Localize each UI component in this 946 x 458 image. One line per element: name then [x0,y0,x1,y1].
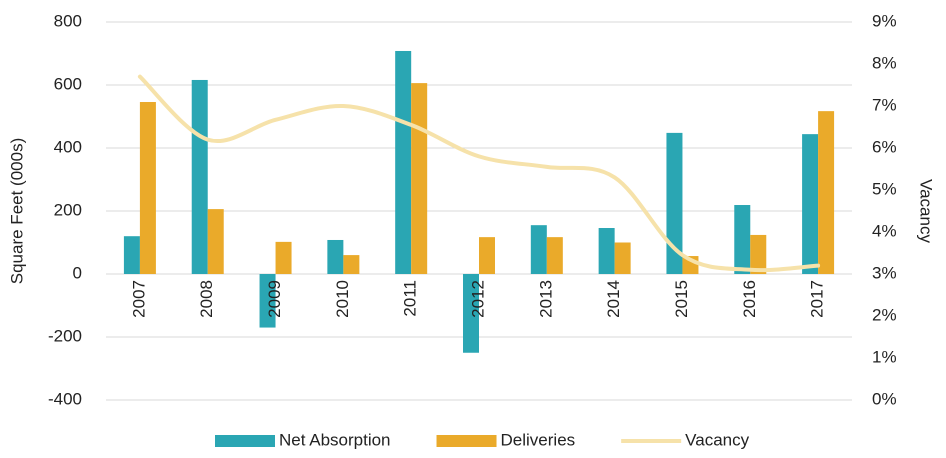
bar [802,134,819,274]
y2-tick-label: 5% [872,179,897,198]
y2-tick-label: 6% [872,137,897,156]
line [137,74,821,273]
bar [207,209,224,274]
y2-tick-label: 0% [872,389,897,408]
y2-tick-label: 1% [872,347,897,366]
y-tick-label: -400 [48,389,82,408]
bar [123,236,140,274]
x-tick-label: 2016 [740,280,759,318]
x-tick-label: 2008 [197,280,216,318]
x-tick-label: 2015 [672,280,691,318]
x-tick-label: 2010 [333,280,352,318]
x-tick-label: 2007 [129,280,148,318]
y2-tick-label: 3% [872,263,897,282]
bar [750,234,767,274]
bar [343,255,360,274]
legend-label: Vacancy [685,430,749,449]
y2-tick-label: 7% [872,95,897,114]
bar [259,274,276,328]
y2-tick-label: 8% [872,53,897,72]
y-axis-label: Square Feet (000s) [7,138,26,284]
bar [463,274,479,353]
bar [411,83,428,274]
bar [598,228,615,274]
legend-label: Deliveries [501,430,576,449]
y-tick-label: 400 [54,137,82,156]
x-tick-label: 2017 [808,280,827,318]
bar [818,111,835,275]
bar [734,205,751,274]
bar [614,242,631,274]
x-tick-label: 2014 [604,280,623,318]
y-tick-label: -200 [48,326,82,345]
y2-tick-label: 2% [872,305,897,324]
bar [327,239,344,274]
x-tick-label: 2009 [265,280,284,318]
legend-label: Net Absorption [279,430,391,449]
bar [666,132,683,274]
x-tick-label: 2012 [468,280,487,318]
y2-tick-label: 4% [872,221,897,240]
legend-swatch [215,435,275,447]
bar [139,102,156,274]
x-tick-label: 2011 [401,280,420,317]
bar [479,237,495,274]
bar [530,225,547,274]
legend-swatch [436,435,497,447]
y-tick-label: 0 [73,263,82,282]
bar [191,79,208,275]
y-tick-label: 200 [54,200,82,219]
y2-axis-label: Vacancy [917,179,936,243]
y-tick-label: 600 [54,74,82,93]
x-tick-label: 2013 [536,280,555,318]
y-tick-label: 800 [54,11,82,30]
bar [395,50,412,275]
y2-tick-label: 9% [872,11,897,30]
bar [546,237,563,274]
bar [275,241,292,274]
